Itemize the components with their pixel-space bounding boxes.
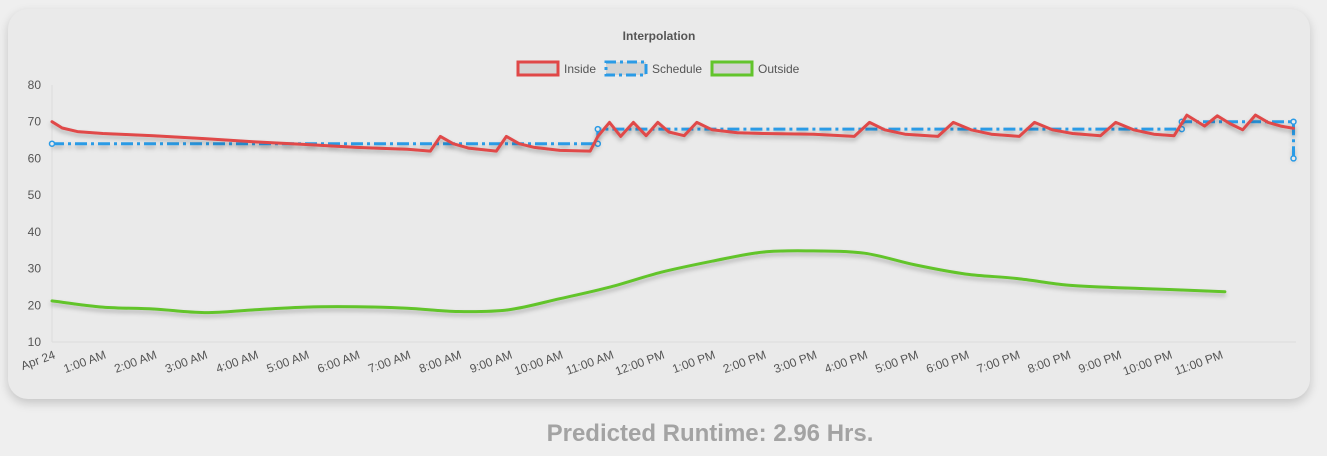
x-tick-label: 2:00 PM (721, 348, 768, 376)
legend: Inside Schedule Outside (516, 60, 800, 77)
series-line-inside (50, 113, 1295, 153)
x-tick-label: 6:00 PM (924, 348, 971, 376)
series-line-outside (50, 249, 1227, 315)
y-tick-label: 60 (28, 151, 42, 165)
x-tick-label: 7:00 PM (975, 348, 1022, 376)
legend-swatch-outside (710, 60, 754, 77)
y-axis-ticks: 10 20 30 40 50 60 70 80 (28, 78, 42, 349)
x-tick-label: 5:00 AM (265, 348, 311, 376)
chart-title: Interpolation (623, 29, 696, 43)
x-tick-label: 1:00 PM (670, 348, 717, 376)
schedule-point (594, 125, 602, 133)
legend-label-schedule: Schedule (652, 62, 702, 76)
legend-swatch-inside (516, 60, 560, 77)
series-layer (48, 113, 1297, 315)
y-tick-label: 40 (28, 225, 42, 239)
legend-swatch-schedule (604, 60, 648, 77)
y-tick-label: 50 (28, 188, 42, 202)
x-tick-label: 3:00 AM (163, 348, 209, 376)
x-tick-label: 11:00 AM (564, 348, 616, 378)
x-tick-label: 5:00 PM (873, 348, 920, 376)
y-tick-label: 70 (28, 115, 42, 129)
x-tick-label: 4:00 PM (823, 348, 870, 376)
predicted-runtime: Predicted Runtime: 2.96 Hrs. (546, 420, 874, 447)
schedule-point (1290, 155, 1297, 162)
y-tick-label: 10 (28, 335, 42, 349)
x-tick-label: 2:00 AM (112, 348, 158, 376)
x-tick-label: 8:00 AM (417, 348, 463, 376)
x-tick-label: 4:00 AM (214, 348, 260, 376)
y-tick-label: 20 (28, 298, 42, 312)
legend-label-inside: Inside (564, 62, 596, 76)
schedule-point (48, 140, 56, 147)
x-tick-label: 8:00 PM (1026, 348, 1073, 376)
x-tick-label: 9:00 PM (1077, 348, 1124, 376)
x-tick-label: 6:00 AM (316, 348, 362, 376)
chart-card (8, 9, 1310, 399)
legend-item-schedule[interactable]: Schedule (604, 60, 702, 77)
x-tick-label: 7:00 AM (366, 348, 412, 376)
x-tick-label: 10:00 AM (512, 348, 564, 378)
y-tick-label: 30 (28, 262, 42, 276)
legend-item-inside[interactable]: Inside (516, 60, 596, 77)
x-tick-label: 9:00 AM (468, 348, 514, 376)
x-tick-label: 12:00 PM (613, 348, 666, 379)
y-tick-label: 80 (28, 78, 42, 92)
x-tick-label: 1:00 AM (62, 348, 108, 376)
x-tick-label: Apr 24 (19, 348, 57, 373)
x-tick-label: 10:00 PM (1121, 348, 1174, 379)
x-tick-label: 11:00 PM (1173, 348, 1225, 378)
legend-label-outside: Outside (758, 62, 800, 76)
schedule-point (1290, 118, 1297, 125)
x-axis-ticks: Apr 24 1:00 AM 2:00 AM 3:00 AM 4:00 AM 5:00 A… (19, 348, 1225, 379)
x-tick-label: 3:00 PM (772, 348, 819, 376)
legend-item-outside[interactable]: Outside (710, 60, 800, 77)
